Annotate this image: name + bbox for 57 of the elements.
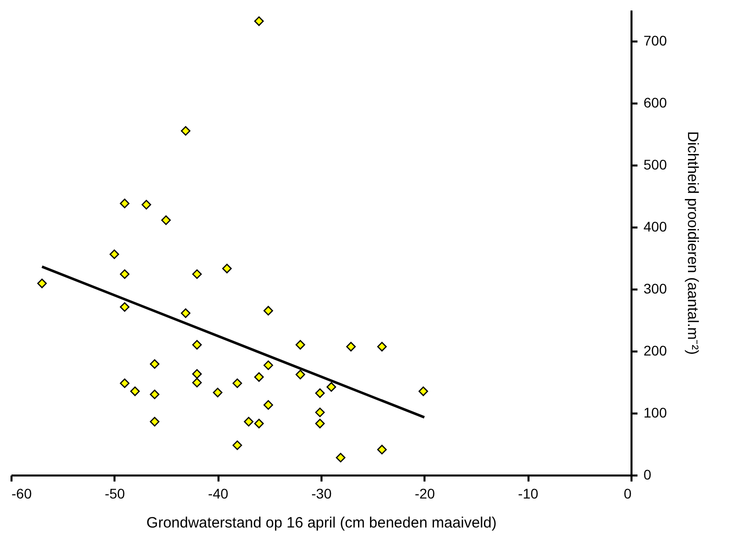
point bbox=[222, 264, 232, 274]
point bbox=[346, 342, 356, 352]
point bbox=[254, 372, 264, 382]
point bbox=[296, 370, 306, 380]
point bbox=[150, 359, 160, 369]
point bbox=[37, 278, 47, 288]
point bbox=[326, 382, 336, 392]
point bbox=[264, 306, 274, 316]
point bbox=[180, 308, 190, 318]
point bbox=[315, 418, 325, 428]
point bbox=[192, 340, 202, 350]
point bbox=[264, 360, 274, 370]
y-tick-label: 200 bbox=[644, 342, 668, 358]
point bbox=[315, 388, 325, 398]
y-tick-label: 300 bbox=[644, 280, 668, 296]
point bbox=[254, 16, 264, 26]
point bbox=[212, 388, 222, 398]
point bbox=[377, 444, 387, 454]
point bbox=[142, 200, 152, 210]
x-tick-label: -20 bbox=[414, 486, 436, 502]
point bbox=[120, 269, 130, 279]
point bbox=[150, 390, 160, 400]
point bbox=[110, 249, 120, 260]
point bbox=[377, 342, 387, 352]
point bbox=[180, 126, 190, 136]
point bbox=[232, 440, 242, 450]
x-tick-label: -30 bbox=[311, 486, 332, 502]
y-tick-label: 100 bbox=[644, 404, 668, 420]
point bbox=[192, 369, 202, 379]
point bbox=[232, 378, 242, 388]
point bbox=[120, 198, 130, 208]
point bbox=[192, 378, 202, 388]
point bbox=[264, 400, 274, 410]
point bbox=[315, 408, 325, 418]
x-tick-label: -40 bbox=[208, 486, 228, 502]
x-tick-label: -10 bbox=[518, 486, 538, 502]
point bbox=[296, 340, 306, 350]
point bbox=[120, 302, 130, 312]
point bbox=[418, 386, 428, 396]
point bbox=[120, 378, 130, 388]
point bbox=[244, 416, 254, 426]
point bbox=[254, 418, 264, 428]
y-tick-label: 700 bbox=[644, 32, 668, 48]
y-tick-label: 0 bbox=[644, 466, 652, 482]
x-tick-label: -60 bbox=[12, 486, 32, 502]
point bbox=[150, 416, 160, 426]
point bbox=[336, 452, 346, 462]
point bbox=[161, 215, 171, 225]
y-axis-title: Dichtheid prooidieren (aantal.m⁻²) bbox=[684, 131, 701, 355]
point bbox=[130, 386, 140, 396]
x-tick-label: -50 bbox=[104, 486, 126, 502]
x-tick-label: 0 bbox=[624, 486, 632, 502]
y-tick-label: 500 bbox=[644, 156, 668, 172]
x-axis-title: Grondwaterstand op 16 april (cm beneden maaiveld) bbox=[146, 514, 497, 532]
point bbox=[192, 269, 202, 279]
y-tick-label: 400 bbox=[644, 218, 668, 234]
y-tick-label: 600 bbox=[644, 94, 668, 110]
